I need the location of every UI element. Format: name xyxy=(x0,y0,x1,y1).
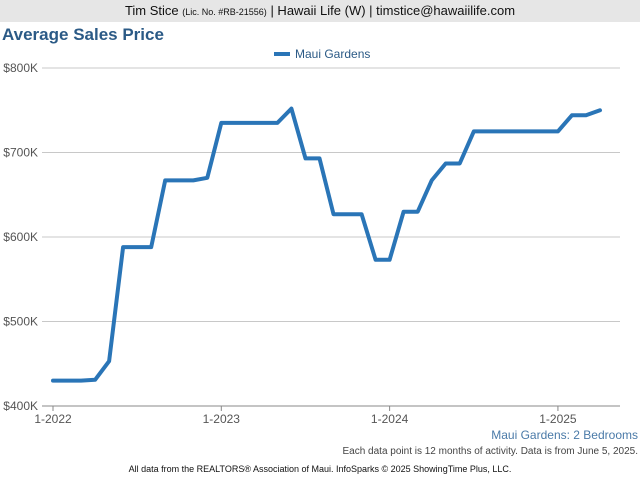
y-tick-label: $700K xyxy=(3,146,38,160)
y-tick-label: $500K xyxy=(3,315,38,329)
license-number: (Lic. No. #RB-21556) xyxy=(182,7,267,17)
data-footnote: Each data point is 12 months of activity… xyxy=(342,446,638,457)
x-tick-label: 1-2022 xyxy=(34,412,72,426)
x-tick-label: 1-2025 xyxy=(539,412,577,426)
legend-label: Maui Gardens xyxy=(295,47,370,61)
source-footer: All data from the REALTORS® Association … xyxy=(128,464,512,474)
x-tick-label: 1-2023 xyxy=(203,412,241,426)
y-tick-label: $800K xyxy=(3,61,38,75)
chart-subtitle: Maui Gardens: 2 Bedrooms xyxy=(491,428,638,442)
agent-details: | Hawaii Life (W) | timstice@hawaiilife.… xyxy=(270,3,516,18)
agent-name: Tim Stice xyxy=(124,3,179,18)
x-tick-label: 1-2024 xyxy=(371,412,409,426)
series-line xyxy=(51,106,602,383)
y-tick-label: $600K xyxy=(3,230,38,244)
header-bar: Tim Stice (Lic. No. #RB-21556) | Hawaii … xyxy=(0,0,640,22)
y-tick-label: $400K xyxy=(3,399,38,413)
chart-title: Average Sales Price xyxy=(2,25,164,44)
